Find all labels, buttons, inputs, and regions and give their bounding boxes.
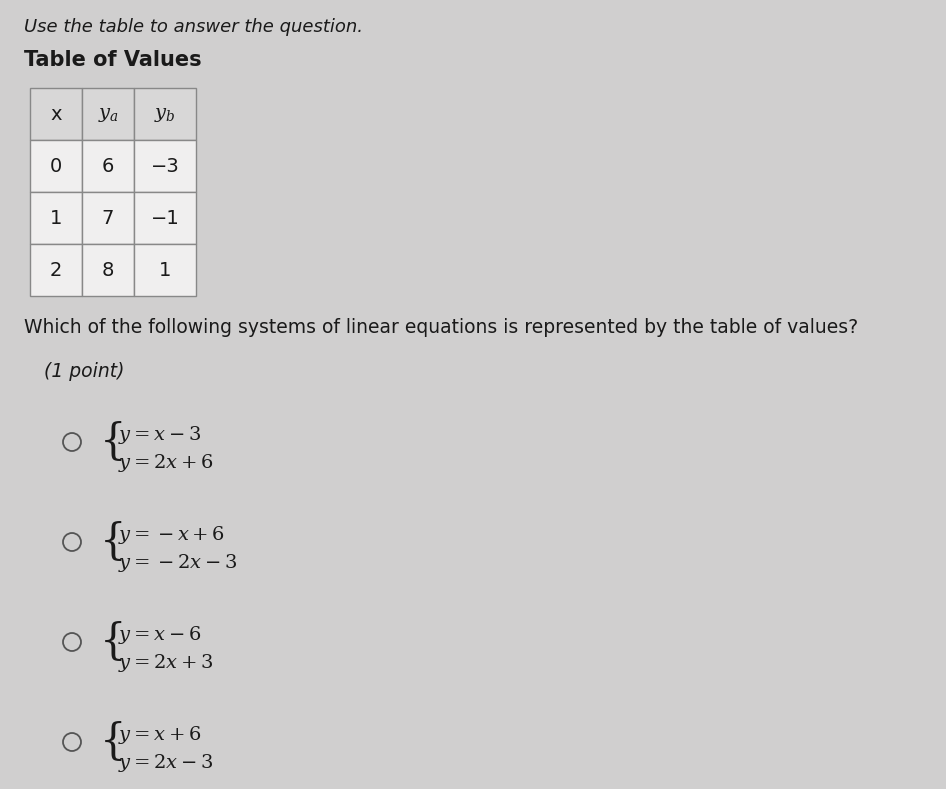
Text: $y = -x + 6$: $y = -x + 6$ — [118, 524, 225, 546]
Text: $y = 2x + 3$: $y = 2x + 3$ — [118, 652, 214, 674]
Text: $y = x - 6$: $y = x - 6$ — [118, 624, 201, 646]
Bar — [82, 88, 134, 140]
Text: 8: 8 — [102, 260, 114, 279]
Bar — [134, 244, 196, 296]
Text: $y = 2x + 6$: $y = 2x + 6$ — [118, 452, 214, 474]
Text: $y = -2x - 3$: $y = -2x - 3$ — [118, 552, 237, 574]
Text: −3: −3 — [150, 156, 180, 175]
Text: Table of Values: Table of Values — [24, 50, 201, 70]
Text: $y = x - 3$: $y = x - 3$ — [118, 424, 201, 446]
Text: {: { — [100, 421, 127, 463]
Bar — [82, 244, 134, 296]
Text: 6: 6 — [102, 156, 114, 175]
Text: (1 point): (1 point) — [44, 362, 125, 381]
Text: 2: 2 — [50, 260, 62, 279]
Text: $y = 2x - 3$: $y = 2x - 3$ — [118, 752, 214, 774]
Text: $y_a$: $y_a$ — [97, 104, 118, 124]
Bar — [82, 192, 134, 244]
Bar — [134, 192, 196, 244]
Bar — [30, 244, 82, 296]
Text: x: x — [50, 104, 61, 124]
Text: 7: 7 — [102, 208, 114, 227]
Bar — [30, 192, 82, 244]
Text: Use the table to answer the question.: Use the table to answer the question. — [24, 18, 363, 36]
Bar — [30, 140, 82, 192]
Bar — [134, 88, 196, 140]
Bar — [82, 140, 134, 192]
Text: $y_b$: $y_b$ — [154, 104, 176, 124]
Text: 1: 1 — [159, 260, 171, 279]
Text: −1: −1 — [150, 208, 180, 227]
Text: 1: 1 — [50, 208, 62, 227]
Text: {: { — [100, 521, 127, 563]
Text: {: { — [100, 721, 127, 763]
Bar — [30, 88, 82, 140]
Text: $y = x + 6$: $y = x + 6$ — [118, 724, 201, 746]
Text: 0: 0 — [50, 156, 62, 175]
Text: Which of the following systems of linear equations is represented by the table o: Which of the following systems of linear… — [24, 318, 858, 337]
Bar — [134, 140, 196, 192]
Text: {: { — [100, 621, 127, 663]
